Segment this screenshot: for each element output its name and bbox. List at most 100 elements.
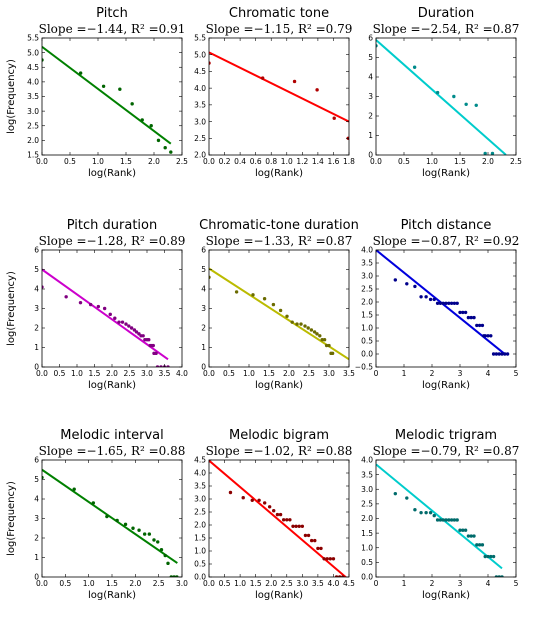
y-tick-label: 6 xyxy=(201,246,206,255)
y-tick-label: 1 xyxy=(368,131,373,140)
chart-subtitle: Slope =−1.44, R² =0.91 xyxy=(39,22,186,36)
data-point xyxy=(405,282,409,286)
data-point xyxy=(494,352,499,356)
x-tick-label: 0.5 xyxy=(398,157,410,166)
x-tick-label: 0.0 xyxy=(203,369,215,378)
data-point xyxy=(175,575,179,577)
data-point xyxy=(309,538,314,543)
y-tick-label: 1.5 xyxy=(194,534,206,543)
data-point xyxy=(405,496,409,500)
x-tick-label: 5 xyxy=(514,369,519,378)
x-tick-label: 2.0 xyxy=(106,369,118,378)
data-point xyxy=(483,334,487,338)
data-point xyxy=(441,301,445,305)
data-point xyxy=(393,278,398,282)
x-tick-label: 1 xyxy=(402,369,407,378)
x-tick-label: 3 xyxy=(458,369,463,378)
data-point xyxy=(291,524,295,528)
data-point xyxy=(155,365,160,367)
y-tick-label: 4 xyxy=(368,73,373,82)
data-point xyxy=(432,297,436,302)
x-tick-label: 1.0 xyxy=(71,369,83,378)
y-tick-label: 2 xyxy=(34,534,39,543)
plot-frame xyxy=(208,459,350,578)
y-tick-label: 2.0 xyxy=(27,136,39,145)
data-point xyxy=(163,145,167,150)
y-tick-label: 3.0 xyxy=(361,485,373,494)
x-tick-label: 3.5 xyxy=(159,369,171,378)
y-tick-label: 1.5 xyxy=(27,151,39,160)
data-point xyxy=(438,518,443,522)
data-point xyxy=(463,310,468,315)
chart-title: Pitch duration xyxy=(67,218,158,233)
y-tick-label: 5.5 xyxy=(194,34,206,43)
x-tick-label: 1.0 xyxy=(243,369,255,378)
data-point xyxy=(113,316,117,320)
x-tick-label: 4 xyxy=(486,369,491,378)
data-point xyxy=(257,498,261,502)
data-point xyxy=(325,557,329,561)
data-point xyxy=(297,524,301,528)
fit-line xyxy=(42,45,172,145)
y-tick-label: 0 xyxy=(34,363,39,372)
x-tick-label: 1.0 xyxy=(426,157,438,166)
data-point xyxy=(166,365,170,367)
chart-title: Chromatic-tone duration xyxy=(199,218,359,233)
data-point xyxy=(299,322,303,326)
x-tick-label: 3.0 xyxy=(296,579,308,588)
fit-line xyxy=(376,39,507,155)
plot-frame xyxy=(208,37,350,156)
data-point xyxy=(101,84,106,88)
y-tick-label: 3 xyxy=(34,514,39,523)
data-point xyxy=(118,87,122,91)
y-tick-label: 5.5 xyxy=(27,34,39,43)
x-tick-label: 2.0 xyxy=(129,579,141,588)
y-tick-label: 6 xyxy=(34,246,39,255)
chart-subtitle: Slope =−0.87, R² =0.92 xyxy=(373,234,520,248)
y-tick-label: 3.0 xyxy=(194,117,206,126)
data-point xyxy=(483,151,487,155)
data-point xyxy=(328,557,333,561)
data-point xyxy=(147,532,152,536)
fit-line xyxy=(42,468,178,564)
chart-title: Duration xyxy=(418,6,474,21)
data-point xyxy=(413,508,417,512)
data-point xyxy=(42,475,44,480)
chart-subtitle: Slope =−2.54, R² =0.87 xyxy=(373,22,520,36)
plot-frame xyxy=(208,249,350,368)
y-tick-label: 3 xyxy=(368,92,373,101)
y-tick-label: 1.0 xyxy=(361,543,373,552)
x-tick-label: 0.0 xyxy=(203,157,215,166)
x-tick-label: 1.0 xyxy=(281,157,293,166)
x-tick-label: 0.2 xyxy=(219,157,231,166)
x-tick-label: 2.5 xyxy=(510,157,522,166)
x-axis-label: log(Rank) xyxy=(422,590,470,601)
data-point xyxy=(452,301,457,305)
data-point xyxy=(438,301,443,305)
x-tick-label: 0.6 xyxy=(250,157,262,166)
fit-line xyxy=(42,268,169,361)
data-point xyxy=(475,543,479,547)
data-point xyxy=(64,295,68,299)
x-tick-label: 0.0 xyxy=(36,579,48,588)
x-tick-label: 2.5 xyxy=(303,369,315,378)
data-point xyxy=(452,518,457,522)
data-point xyxy=(452,94,456,99)
chart-subtitle: Slope =−0.79, R² =0.87 xyxy=(373,444,520,458)
x-tick-label: 5 xyxy=(514,579,519,588)
data-point xyxy=(262,501,267,505)
x-tick-label: 0.0 xyxy=(36,369,48,378)
y-tick-label: 4.5 xyxy=(194,456,206,465)
y-axis-label: log(Frequency) xyxy=(6,481,17,556)
data-point xyxy=(262,297,267,301)
chart-subtitle: Slope =−1.28, R² =0.89 xyxy=(39,234,186,248)
data-point xyxy=(480,323,485,328)
data-point xyxy=(441,518,445,522)
data-point xyxy=(412,65,417,69)
data-point xyxy=(444,301,448,305)
data-point xyxy=(432,513,436,518)
y-tick-label: 2 xyxy=(34,324,39,333)
data-point xyxy=(91,501,96,505)
